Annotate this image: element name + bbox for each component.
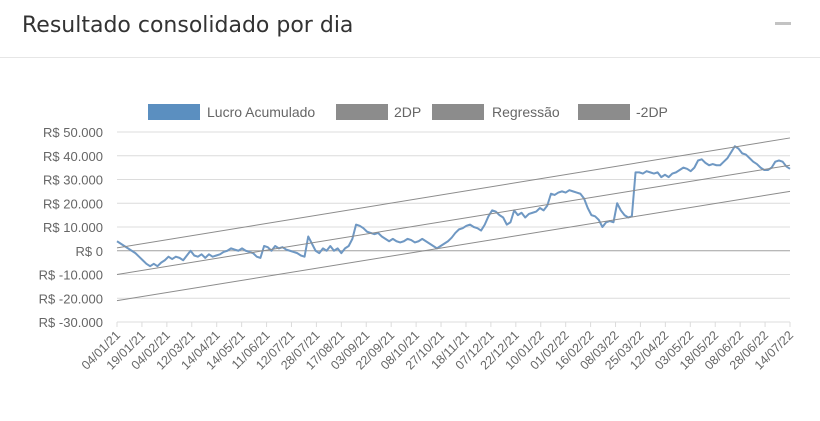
y-axis: R$ 50.000 R$ 40.000 R$ 30.000 R$ 20.000 R$ 1… (39, 125, 103, 330)
series-line-2dp (116, 190, 791, 302)
minus-icon[interactable] (775, 14, 793, 32)
y-tick-label: R$ 10.000 (43, 220, 103, 235)
y-tick-label: R$ -30.000 (39, 315, 103, 330)
x-axis: 04/01/2119/01/2104/02/2112/03/2114/04/21… (79, 322, 796, 373)
legend-label: Lucro Acumulado (207, 104, 315, 120)
y-tick-label: R$ -10.000 (39, 268, 103, 283)
y-tick-label: R$ 20.000 (43, 196, 103, 211)
legend-label: Regressão (492, 104, 560, 120)
grid-lines (117, 131, 790, 323)
legend-swatch (578, 104, 630, 120)
legend-swatch (148, 104, 200, 120)
series-line-lucro-acumulado (116, 145, 791, 268)
panel-title: Resultado consolidado por dia (22, 13, 354, 38)
legend-swatch (336, 104, 388, 120)
legend-label: -2DP (636, 104, 668, 120)
panel-header: Resultado consolidado por dia (0, 0, 820, 58)
plot-area (116, 137, 791, 302)
legend-label: 2DP (394, 104, 421, 120)
y-tick-label: R$ 30.000 (43, 173, 103, 188)
series-line-regress-o (116, 164, 791, 275)
series-line-2dp (116, 137, 791, 249)
y-tick-label: R$ 40.000 (43, 149, 103, 164)
legend-swatch (432, 104, 484, 120)
y-tick-label: R$ -20.000 (39, 291, 103, 306)
y-tick-label: R$ 50.000 (43, 125, 103, 140)
y-tick-label: R$ 0 (76, 244, 103, 259)
chart-legend: Lucro Acumulado 2DP Regressão -2DP (148, 104, 668, 120)
